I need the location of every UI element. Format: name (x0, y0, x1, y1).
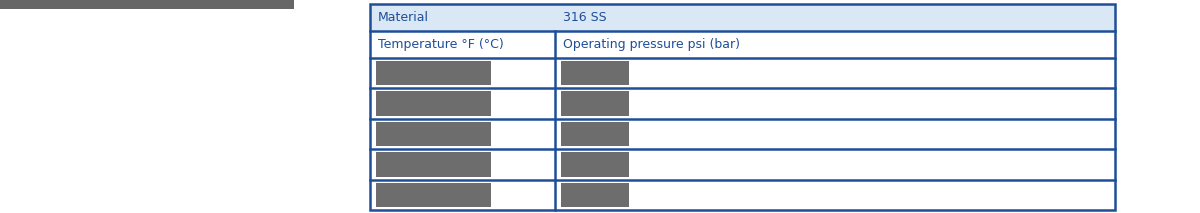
Bar (562, 183, 629, 207)
Bar (376, 152, 491, 177)
Bar (0, 0, 294, 9)
Text: Operating pressure psi (bar): Operating pressure psi (bar) (563, 38, 740, 51)
Bar (370, 4, 1115, 31)
Bar (376, 122, 491, 146)
Bar (562, 91, 629, 116)
Text: Temperature °F (°C): Temperature °F (°C) (378, 38, 504, 51)
Bar (562, 152, 629, 177)
Bar (562, 122, 629, 146)
Bar (370, 4, 1115, 210)
Text: 316 SS: 316 SS (563, 11, 607, 24)
Bar (376, 61, 491, 85)
Text: Material: Material (378, 11, 430, 24)
Bar (562, 61, 629, 85)
Bar (376, 183, 491, 207)
Bar (376, 91, 491, 116)
